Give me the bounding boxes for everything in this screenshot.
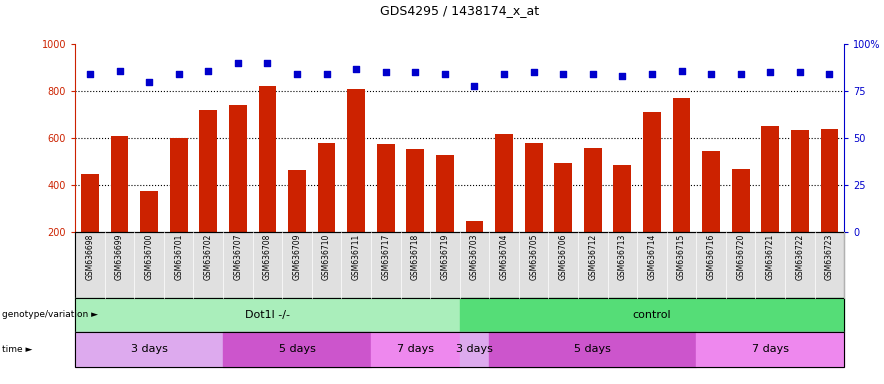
Point — [704, 71, 718, 77]
Bar — [673, 98, 690, 232]
Text: 7 days: 7 days — [751, 344, 789, 354]
Point — [556, 71, 570, 77]
Bar — [258, 86, 277, 232]
Bar — [791, 130, 809, 232]
Text: Dot1l -/-: Dot1l -/- — [245, 310, 290, 320]
Text: 5 days: 5 days — [278, 344, 316, 354]
Point — [734, 71, 748, 77]
Point — [438, 71, 452, 77]
Bar — [288, 170, 306, 232]
Bar — [377, 144, 394, 232]
Bar — [436, 155, 453, 232]
Text: time ►: time ► — [2, 345, 32, 354]
Point — [378, 69, 392, 75]
Bar — [495, 134, 513, 232]
Text: control: control — [633, 310, 671, 320]
Bar — [200, 110, 217, 232]
Point — [674, 68, 689, 74]
Bar — [554, 163, 572, 232]
Point — [112, 68, 126, 74]
Point — [645, 71, 659, 77]
Bar — [732, 169, 750, 232]
Bar — [643, 113, 661, 232]
Point — [615, 73, 629, 79]
Point — [527, 69, 541, 75]
Point — [497, 71, 511, 77]
Point — [83, 71, 97, 77]
Text: 3 days: 3 days — [131, 344, 168, 354]
Bar — [81, 174, 99, 232]
Point — [319, 71, 333, 77]
Point — [260, 60, 274, 66]
Bar — [466, 220, 484, 232]
Bar — [820, 129, 838, 232]
Text: 5 days: 5 days — [575, 344, 611, 354]
Bar — [229, 105, 247, 232]
Bar — [761, 126, 779, 232]
Point — [408, 69, 423, 75]
Point — [142, 79, 156, 85]
Text: 7 days: 7 days — [397, 344, 434, 354]
Bar — [584, 147, 602, 232]
Point — [202, 68, 216, 74]
Point — [793, 69, 807, 75]
Text: 3 days: 3 days — [456, 344, 493, 354]
Bar — [347, 89, 365, 232]
Bar — [141, 191, 158, 232]
Point — [822, 71, 836, 77]
Bar — [407, 149, 424, 232]
Point — [290, 71, 304, 77]
Point — [349, 66, 363, 72]
Point — [231, 60, 245, 66]
Bar — [613, 165, 631, 232]
Text: GDS4295 / 1438174_x_at: GDS4295 / 1438174_x_at — [380, 4, 539, 17]
Point — [468, 83, 482, 89]
Bar — [170, 138, 187, 232]
Point — [763, 69, 777, 75]
Bar — [525, 143, 543, 232]
Text: genotype/variation ►: genotype/variation ► — [2, 310, 98, 319]
Point — [586, 71, 600, 77]
Point — [171, 71, 186, 77]
Bar — [702, 151, 720, 232]
Bar — [110, 136, 128, 232]
Bar — [317, 143, 335, 232]
